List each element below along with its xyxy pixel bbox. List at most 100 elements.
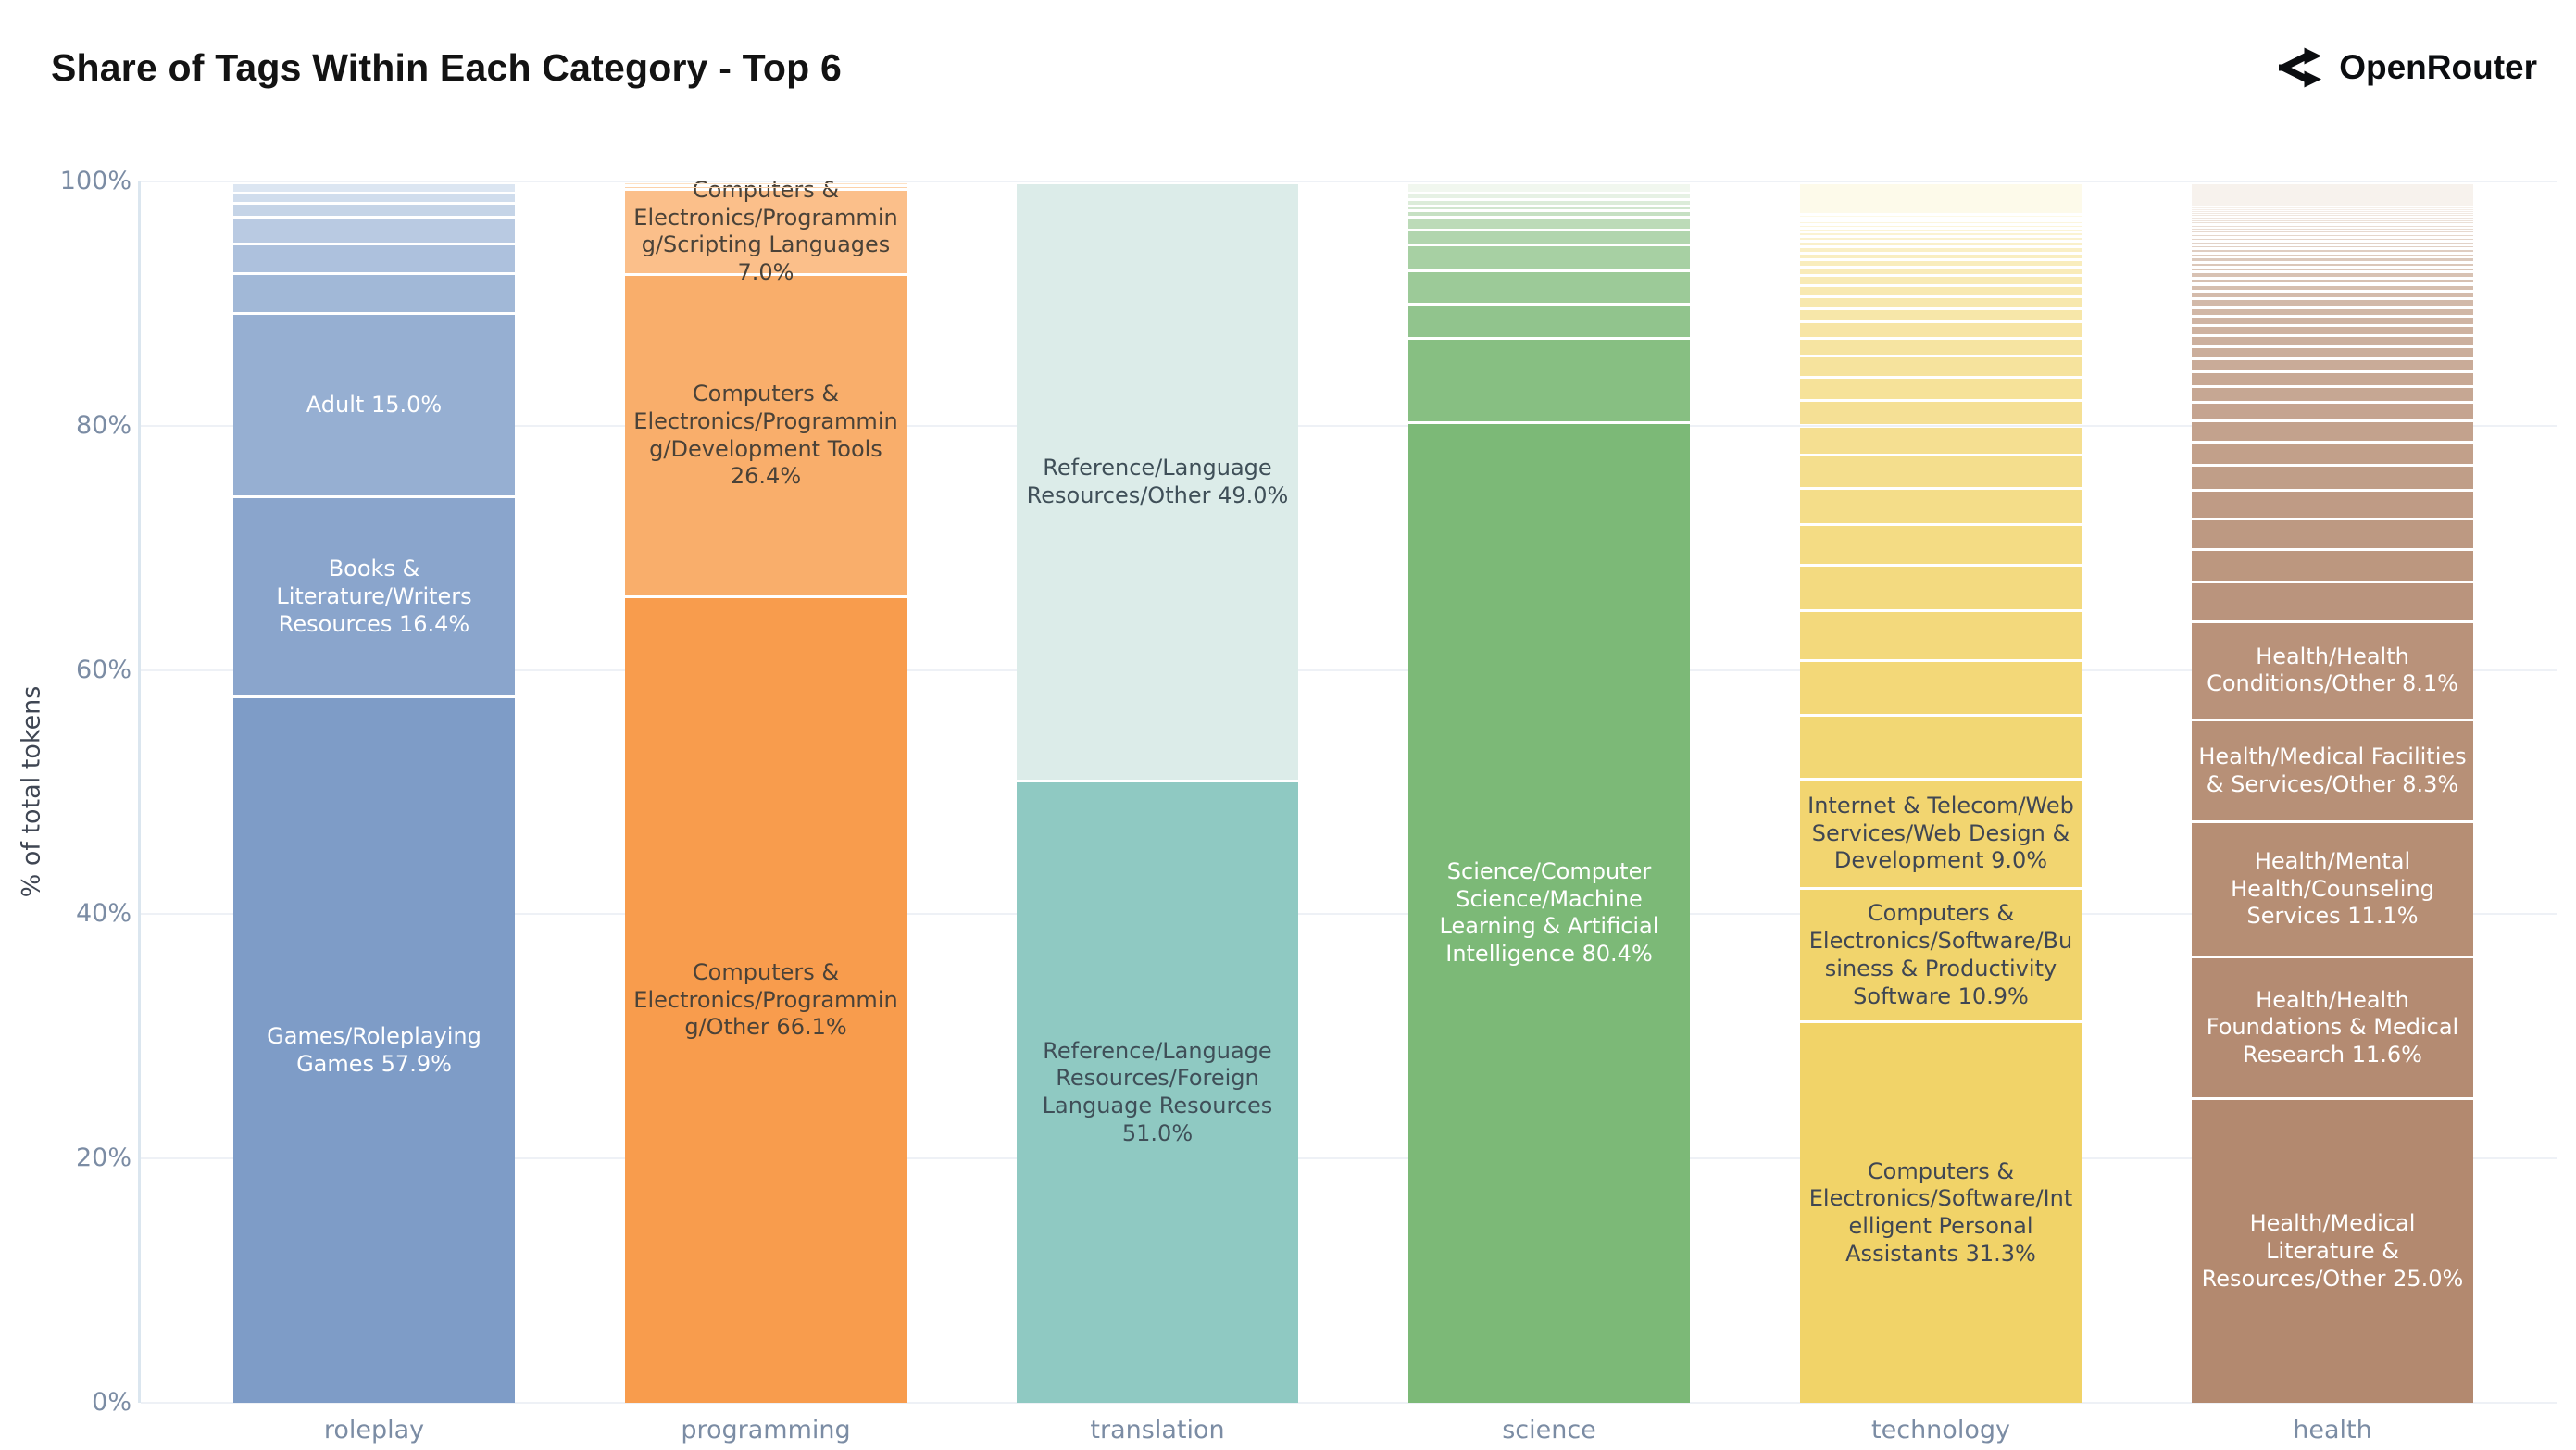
bar-segment <box>1408 339 1690 421</box>
bar-segment <box>1800 323 2082 337</box>
y-tick-label: 0% <box>92 1388 131 1417</box>
bar-segment <box>2192 519 2473 548</box>
bar-segment <box>2192 238 2473 240</box>
x-axis-label: translation <box>1090 1416 1225 1444</box>
bar-segment <box>625 186 907 188</box>
brand-name: OpenRouter <box>2339 48 2537 86</box>
bar-segment <box>1800 378 2082 399</box>
bar-segment <box>1800 248 2082 252</box>
bar-segment <box>2192 250 2473 252</box>
bar-segment <box>1800 221 2082 223</box>
bar-segment <box>1800 339 2082 356</box>
bar-segment <box>2192 550 2473 581</box>
bar-segment <box>1800 717 2082 778</box>
bar-segment: Health/Medical Literature & Resources/Ot… <box>2192 1100 2473 1403</box>
segment-label: Health/Mental Health/Counseling Services… <box>2231 847 2434 930</box>
bar-segment <box>2192 219 2473 221</box>
bar-segment: Reference/Language Resources/Foreign Lan… <box>1017 782 1298 1403</box>
bar-segment <box>1800 254 2082 259</box>
segment-label: Reference/Language Resources/Foreign Lan… <box>1042 1037 1273 1146</box>
brand-logo: OpenRouter <box>2278 44 2537 91</box>
y-tick-label: 100% <box>59 167 131 195</box>
bar-segment <box>2192 222 2473 223</box>
y-tick-label: 40% <box>75 899 131 929</box>
gridline <box>141 1402 2557 1404</box>
bar-segment: Games/Roleplaying Games 57.9% <box>233 698 515 1403</box>
segment-label: Adult 15.0% <box>306 391 443 418</box>
bar-segment <box>2192 279 2473 283</box>
bar-segment <box>1800 277 2082 284</box>
bar-segment <box>1800 238 2082 241</box>
segment-label: Computers & Electronics/Software/Intelli… <box>1808 1157 2073 1267</box>
bar-segment <box>1408 271 1690 303</box>
y-tick-label: 80% <box>75 410 131 440</box>
bar-segment: Internet & Telecom/Web Services/Web Desi… <box>1800 780 2082 888</box>
bar-segment <box>2192 242 2473 244</box>
bar-segment <box>1408 305 1690 337</box>
bar-segment <box>2192 215 2473 216</box>
bar-segment <box>2192 422 2473 441</box>
bar-segment <box>2192 254 2473 256</box>
bar-segment <box>625 183 907 184</box>
segment-label: Reference/Language Resources/Other 49.0% <box>1026 454 1289 508</box>
bar-segment <box>1800 229 2082 231</box>
bar-segment <box>1800 184 2082 214</box>
bar-segment: Science/Computer Science/Machine Learnin… <box>1408 423 1690 1403</box>
bar-segment <box>1800 261 2082 267</box>
bar-segment <box>1800 309 2082 321</box>
x-axis-label: technology <box>1871 1416 2010 1444</box>
bar-segment <box>1800 401 2082 425</box>
bar-segment <box>2192 258 2473 261</box>
bar-segment: Adult 15.0% <box>233 315 515 495</box>
segment-label: Health/Health Conditions/Other 8.1% <box>2207 643 2458 697</box>
segment-label: Health/Medical Facilities & Services/Oth… <box>2198 743 2467 797</box>
bar-segment <box>2192 225 2473 227</box>
bar-segment <box>1800 489 2082 524</box>
gridline <box>141 181 2557 182</box>
y-axis-line <box>138 181 141 1403</box>
bar-segment <box>2192 336 2473 345</box>
bar-segment <box>2192 231 2473 232</box>
bar-segment <box>2192 300 2473 306</box>
y-tick-label: 20% <box>75 1144 131 1173</box>
segment-label: Games/Roleplaying Games 57.9% <box>267 1022 481 1077</box>
segment-label: Computers & Electronics/Software/Busines… <box>1808 900 2073 1009</box>
bar-segment <box>2192 210 2473 212</box>
bar-segment: Computers & Electronics/Programming/Deve… <box>625 275 907 596</box>
y-axis-title: % of total tokens <box>17 685 46 898</box>
bar-segment <box>2192 212 2473 214</box>
segment-label: Computers & Electronics/Programming/Scri… <box>633 176 898 286</box>
bar-segment: Computers & Electronics/Programming/Scri… <box>625 176 907 286</box>
openrouter-fork-icon <box>2278 44 2324 91</box>
plot-area: Games/Roleplaying Games 57.9% Books & Lit… <box>138 176 2557 1404</box>
gridline <box>141 1157 2557 1160</box>
bar-segment <box>2192 359 2473 371</box>
segment-label: Computers & Electronics/Programming/Othe… <box>633 958 898 1041</box>
page-title: Share of Tags Within Each Category - Top… <box>51 46 842 89</box>
bar-segment: Computers & Electronics/Software/Intelli… <box>1800 1023 2082 1403</box>
bar-segment <box>233 274 515 313</box>
bar-segment <box>1800 286 2082 295</box>
bar-segment <box>233 184 515 192</box>
bar-segment <box>2192 234 2473 236</box>
segment-label: Books & Literature/Writers Resources 16.… <box>276 556 472 637</box>
bar-segment <box>2192 347 2473 357</box>
bar-segment <box>1800 233 2082 236</box>
segment-label: Internet & Telecom/Web Services/Web Desi… <box>1807 792 2074 874</box>
bar-segment <box>1408 207 1690 210</box>
bar-segment <box>1800 269 2082 275</box>
bar-segment <box>1800 566 2082 609</box>
bar-segment: Computers & Electronics/Software/Busines… <box>1800 890 2082 1021</box>
bar-segment: Computers & Electronics/Programming/Othe… <box>625 598 907 1403</box>
bar-segment <box>2192 285 2473 291</box>
x-axis-label: health <box>2293 1416 2372 1444</box>
bar-segment <box>2192 245 2473 248</box>
bar-segment <box>233 218 515 243</box>
bar-segment: Reference/Language Resources/Other 49.0% <box>1017 184 1298 781</box>
gridline <box>141 669 2557 671</box>
bar-segment <box>1800 611 2082 659</box>
bar-segment <box>2192 388 2473 402</box>
bar-segment <box>2192 466 2473 490</box>
bar-segment <box>1408 231 1690 244</box>
